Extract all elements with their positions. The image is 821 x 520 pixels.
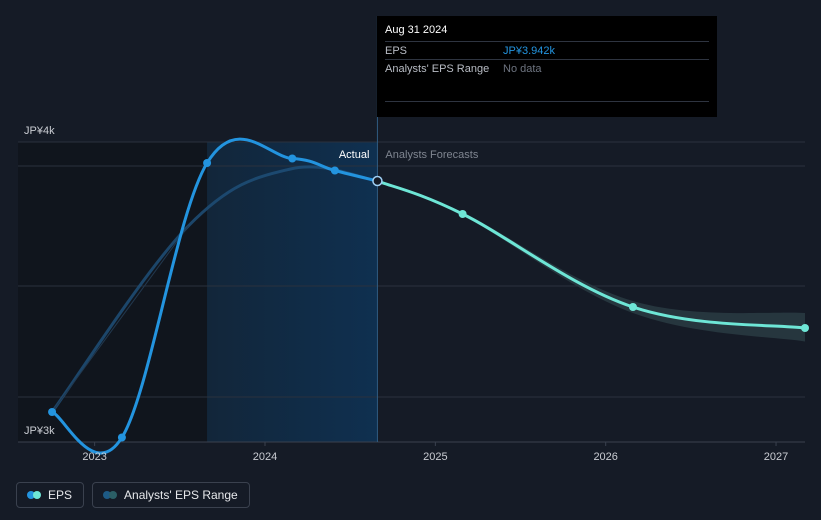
tooltip-range-value: No data [503, 62, 542, 75]
eps-actual-point [48, 408, 57, 416]
eps-forecast-point [801, 324, 809, 332]
eps-chart: JP¥4k JP¥3k 2023 2024 2025 2026 2027 Actual Anal… [18, 16, 809, 463]
tooltip: Aug 31 2024 EPS JP¥3.942k Analysts' EPS … [377, 16, 717, 117]
tooltip-eps-value: JP¥3.942k [503, 44, 555, 57]
eps-actual-point [203, 159, 212, 167]
chart-legend: EPS Analysts' EPS Range [16, 482, 250, 508]
eps-forecast-point [458, 210, 467, 218]
legend-item-range[interactable]: Analysts' EPS Range [92, 482, 250, 508]
legend-range-label: Analysts' EPS Range [124, 488, 238, 502]
x-tick-label: 2024 [253, 451, 277, 463]
actual-period-highlight [207, 142, 378, 442]
y-label-min: JP¥3k [24, 425, 55, 437]
legend-item-eps[interactable]: EPS [16, 482, 85, 508]
eps-forecast-point [628, 303, 637, 311]
estimate-connector-line [51, 225, 189, 413]
x-tick-label: 2026 [593, 451, 617, 463]
range-legend-icon [103, 491, 118, 499]
hover-point [372, 175, 383, 187]
tooltip-range-label: Analysts' EPS Range [385, 62, 490, 75]
eps-actual-point [330, 166, 339, 175]
forecast-label: Analysts Forecasts [385, 149, 478, 161]
tooltip-row-range: Analysts' EPS Range No data [385, 59, 709, 77]
x-tick-label: 2025 [423, 451, 447, 463]
tooltip-row-eps: EPS JP¥3.942k [385, 41, 709, 59]
y-label-max: JP¥4k [24, 125, 55, 137]
tooltip-eps-label: EPS [385, 44, 408, 57]
tooltip-divider [385, 101, 709, 102]
eps-forecast-line [375, 179, 807, 330]
eps-actual-point [117, 433, 126, 442]
x-tick-label: 2027 [764, 451, 788, 463]
past-period-shade [18, 142, 208, 442]
x-tick-label: 2023 [82, 451, 106, 463]
actual-label: Actual [339, 149, 370, 161]
legend-eps-label: EPS [48, 488, 73, 502]
eps-actual-point [288, 154, 297, 163]
eps-legend-icon [27, 491, 41, 499]
tooltip-date: Aug 31 2024 [385, 24, 448, 36]
